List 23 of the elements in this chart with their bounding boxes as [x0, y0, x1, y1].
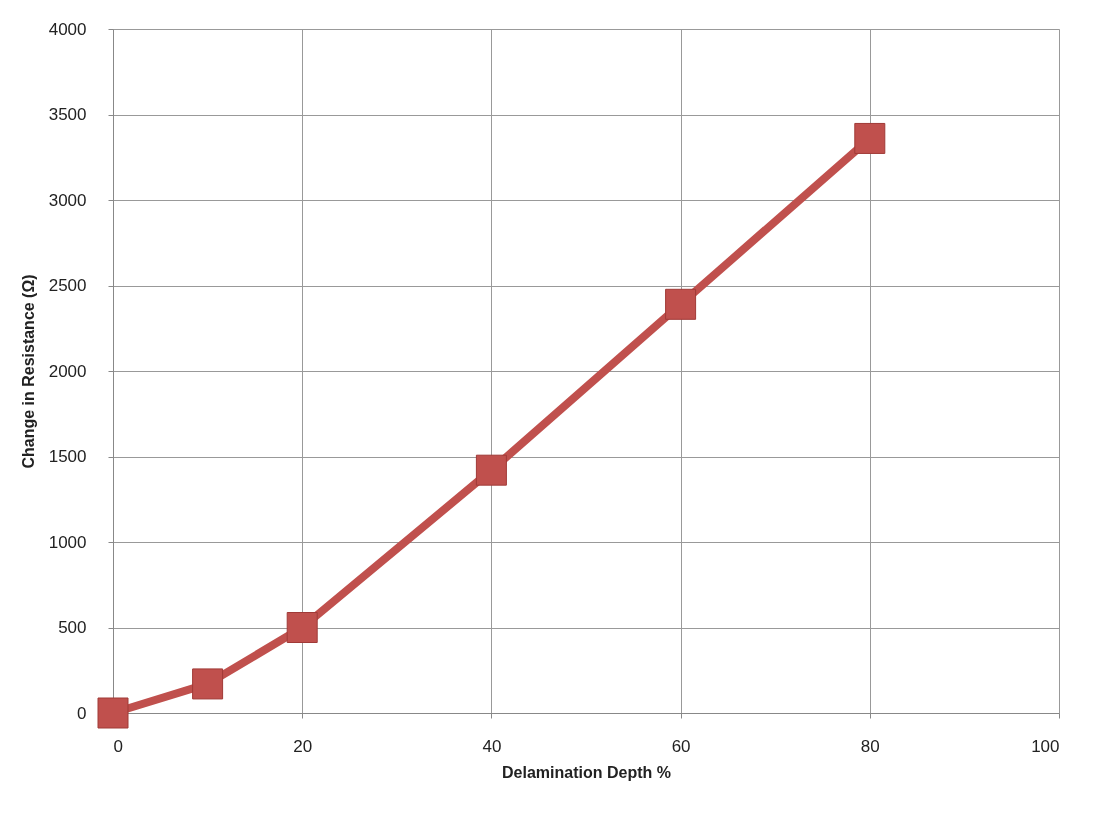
y-tick-label: 0	[77, 703, 87, 723]
point	[286, 612, 318, 643]
y-tick-label: 500	[58, 618, 87, 637]
point	[854, 122, 886, 154]
x-tick-label: 20	[293, 736, 313, 756]
x-tick-label: 100	[1031, 736, 1060, 756]
y-axis-title: Change in Resistance (Ω)	[19, 274, 37, 469]
y-tick-label: 2000	[48, 361, 87, 381]
point	[97, 697, 129, 729]
y-tick-label: 3500	[48, 105, 87, 124]
y-tick-label: 3000	[48, 190, 87, 210]
point	[475, 454, 507, 486]
y-tick-label: 1500	[48, 447, 87, 466]
x-tick-label: 80	[860, 736, 880, 756]
x-tick-label: 0	[113, 736, 123, 756]
point	[665, 288, 697, 320]
y-tick-label: 1000	[48, 532, 87, 552]
x-tick-label: 60	[671, 736, 691, 756]
point	[192, 668, 224, 700]
x-axis-title: Delamination Depth %	[502, 763, 671, 781]
y-tick-label: 4000	[48, 19, 87, 39]
x-tick-label: 40	[482, 736, 502, 756]
y-tick-label: 2500	[48, 276, 87, 295]
